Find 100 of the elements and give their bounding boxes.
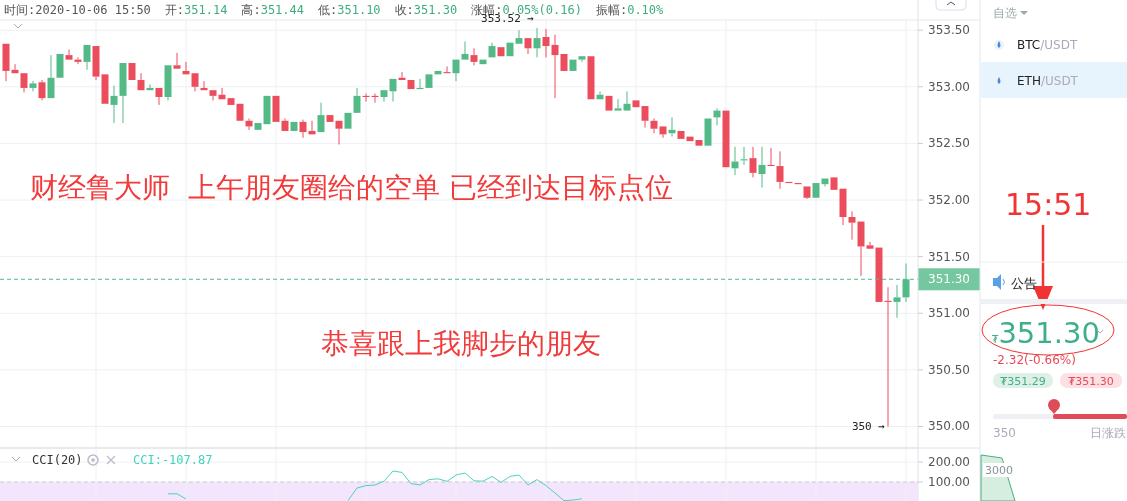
candlestick — [173, 52, 181, 69]
candlestick — [524, 38, 532, 55]
text: 350 — [993, 426, 1016, 440]
y-tick-label: 351.50 — [928, 249, 970, 264]
candlestick — [704, 118, 712, 146]
candlestick — [758, 146, 766, 189]
candlestick — [812, 183, 820, 198]
candlestick — [560, 53, 568, 71]
annotation: 恭喜跟上我脚步的朋友 — [321, 327, 601, 360]
candlestick — [263, 95, 271, 125]
candlestick — [893, 284, 901, 319]
candlestick — [407, 80, 415, 90]
candlestick — [353, 87, 361, 113]
candlestick — [254, 123, 262, 130]
candlestick — [857, 221, 865, 277]
candlestick — [164, 65, 172, 101]
candlestick — [641, 106, 649, 129]
candlestick — [290, 121, 298, 131]
y-tick-label: 353.00 — [928, 79, 970, 94]
text: 振幅:0.10% — [595, 3, 665, 17]
text: 开:351.14 — [164, 3, 228, 17]
text: 收:351.30 — [394, 3, 458, 17]
candlestick — [587, 56, 595, 100]
candlestick — [299, 119, 307, 139]
candlestick — [848, 210, 856, 241]
candlestick — [542, 28, 550, 58]
candlestick — [344, 112, 352, 129]
candlestick — [281, 118, 289, 131]
candlestick — [380, 90, 388, 103]
candlestick — [389, 78, 397, 103]
y-tick-label: 200.00 — [928, 455, 970, 469]
y-tick-label: 350.00 — [928, 419, 970, 434]
candlestick — [2, 43, 10, 82]
text: 低:351.10 — [318, 3, 381, 17]
candlestick — [623, 90, 631, 111]
candlestick — [497, 47, 505, 57]
candlestick — [236, 103, 244, 121]
text: ₮351.29 — [1000, 375, 1046, 388]
candlestick — [110, 85, 118, 124]
candlestick — [20, 73, 28, 93]
text: ETH/USDT — [1017, 74, 1079, 88]
candlestick — [461, 41, 469, 60]
candlestick — [650, 118, 658, 134]
candlestick — [830, 177, 838, 190]
y-tick-label: 350.50 — [928, 362, 970, 377]
text: 公告 — [1011, 276, 1037, 291]
candlestick — [137, 72, 145, 91]
candlestick — [875, 247, 883, 302]
candlestick — [29, 80, 37, 92]
candlestick — [533, 27, 541, 58]
candlestick — [191, 73, 199, 92]
candlestick — [677, 130, 685, 139]
candlestick — [551, 34, 559, 99]
candlestick — [101, 74, 109, 104]
text: 日涨跌 — [1090, 426, 1126, 440]
candlestick — [578, 56, 586, 63]
y-tick-label: 352.50 — [928, 136, 970, 151]
text: 时间:2020-10-06 15:50 — [4, 3, 151, 17]
candlestick — [128, 63, 136, 81]
candlestick — [659, 126, 667, 139]
candlestick — [326, 115, 334, 122]
candlestick — [839, 188, 847, 226]
candlestick — [272, 95, 280, 122]
text: BTC/USDT — [1017, 38, 1078, 52]
candlestick — [56, 53, 64, 78]
candlestick — [695, 140, 703, 146]
candlestick — [452, 59, 460, 82]
chart-title: CCI(20) — [32, 453, 83, 467]
candlestick — [632, 100, 640, 108]
ref-line-label: 351.30 — [928, 272, 970, 287]
candlestick — [488, 42, 496, 58]
candlestick — [470, 47, 478, 66]
candlestick — [425, 74, 433, 88]
candlestick — [92, 46, 100, 81]
annotation: CCI:-107.87 — [133, 453, 213, 467]
candlestick — [506, 42, 514, 57]
candlestick — [776, 150, 784, 190]
candlestick — [119, 63, 127, 124]
text: -2.32(-0.66%) — [993, 353, 1076, 367]
annotation: 财经鲁大师 上午朋友圈给的空单 已经到达目标点位 — [30, 171, 673, 204]
y-tick-label: 351.00 — [928, 306, 970, 321]
candlestick — [317, 102, 325, 133]
candlestick — [227, 98, 235, 105]
text: 自选 — [993, 6, 1017, 20]
candlestick — [47, 54, 55, 99]
candlestick — [155, 87, 163, 106]
annotation: 350 → — [851, 420, 886, 434]
text: 3000 — [985, 464, 1013, 477]
candlestick — [722, 110, 730, 168]
candlestick — [614, 98, 622, 111]
y-tick-label: 352.00 — [928, 193, 970, 208]
candlestick — [605, 95, 613, 111]
text: ₮351.30 — [992, 316, 1100, 350]
candlestick — [803, 186, 811, 198]
candlestick — [209, 90, 217, 101]
candlestick — [749, 146, 757, 178]
candlestick — [866, 241, 874, 249]
candlestick — [515, 29, 523, 44]
candlestick — [83, 44, 91, 71]
candlestick — [569, 59, 577, 71]
